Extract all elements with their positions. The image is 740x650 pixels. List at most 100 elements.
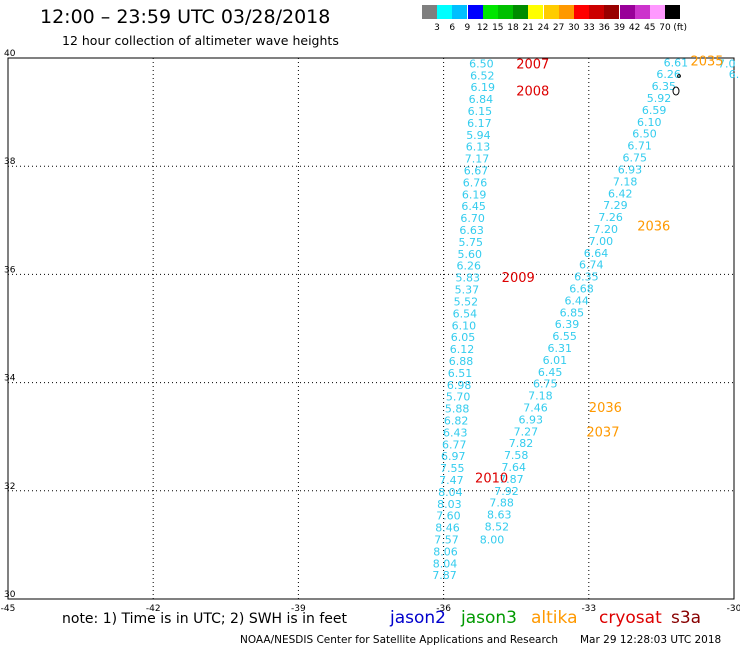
wave-height-value: 7.57 xyxy=(434,533,459,546)
colorbar-label: 30 xyxy=(568,23,580,33)
wave-height-value: 6.39 xyxy=(555,318,580,331)
wave-height-value: 6.15 xyxy=(468,105,493,118)
wave-height-value: 6.68 xyxy=(569,282,594,295)
wave-height-value: 7.20 xyxy=(593,223,618,236)
wave-height-value: 6.52 xyxy=(470,69,495,82)
wave-height-value: 6.50 xyxy=(469,57,494,70)
wave-height-value: 6.75 xyxy=(533,378,558,391)
wave-height-value: 6.77 xyxy=(442,438,467,451)
wave-height-value: 5.37 xyxy=(455,284,480,297)
wave-height-value: 6.45 xyxy=(538,366,563,379)
colorbar-label: 18 xyxy=(507,23,519,33)
colorbar-label: 21 xyxy=(522,23,534,33)
wave-height-value: 6.13 xyxy=(466,141,491,154)
satellite-legend-jason3: jason3 xyxy=(461,608,517,628)
wave-height-value: 8.46 xyxy=(435,522,460,535)
colorbar-swatch xyxy=(452,5,468,19)
wave-height-value: 7.82 xyxy=(509,437,534,450)
coastline-shape xyxy=(677,74,681,78)
wave-height-value: 6.67 xyxy=(464,165,489,178)
wave-height-value: 7.00 xyxy=(589,235,614,248)
colorbar-label: 33 xyxy=(583,23,595,33)
wave-height-value: 7.60 xyxy=(436,510,461,523)
colorbar-label: 3 xyxy=(434,23,440,33)
colorbar-label: 9 xyxy=(464,23,471,33)
wave-height-value: 6.84 xyxy=(469,93,494,106)
wave-height-value: 7.18 xyxy=(528,390,553,403)
wave-height-value: 7.46 xyxy=(523,401,548,414)
x-tick-label: -30 xyxy=(727,604,740,614)
colorbar-label: (ft) xyxy=(673,23,687,33)
wave-height-value: 6.93 xyxy=(618,163,643,176)
colorbar-swatch xyxy=(498,5,513,19)
wave-height-value: 6.10 xyxy=(637,116,662,129)
wave-height-value: 6.31 xyxy=(548,342,573,355)
wave-height-value: 7.29 xyxy=(603,199,628,212)
wave-height-value: 8.04 xyxy=(438,486,463,499)
satellite-legend-cryosat: cryosat xyxy=(599,608,662,628)
colorbar-label: 6 xyxy=(449,23,456,33)
pass-time-label: 2010 xyxy=(475,471,508,486)
wave-height-value: 6.12 xyxy=(450,343,475,356)
y-tick-label: 38 xyxy=(4,157,16,167)
note-text: note: 1) Time is in UTC; 2) SWH is in fe… xyxy=(62,611,348,627)
pass-time-label: 2009 xyxy=(502,271,535,286)
wave-height-value: 8.03 xyxy=(437,498,462,511)
wave-height-value: 6.88 xyxy=(449,355,474,368)
wave-height-value: 7.17 xyxy=(465,153,490,166)
y-tick-label: 30 xyxy=(4,590,16,600)
wave-height-value: 6.51 xyxy=(448,367,473,380)
pass-time-label: 2007 xyxy=(516,57,549,72)
wave-height-value: 6.26 xyxy=(457,260,482,273)
satellite-legend-altika: altika xyxy=(531,608,578,628)
pass-time-label: 2008 xyxy=(516,84,549,99)
wave-height-value: 6.55 xyxy=(552,330,577,343)
wave-height-value: 6.61 xyxy=(664,56,689,69)
satellite-legend-jason2: jason2 xyxy=(390,608,446,628)
colorbar-label: 27 xyxy=(552,23,565,33)
page-subtitle: 12 hour collection of altimeter wave hei… xyxy=(62,33,339,48)
wave-height-value: 6.19 xyxy=(462,188,487,201)
wave-height-value: 6. xyxy=(729,68,740,81)
colorbar-label: 24 xyxy=(537,23,550,33)
wave-height-value: 8.52 xyxy=(485,521,510,534)
wave-height-value: 8.63 xyxy=(487,509,512,522)
wave-height-value: 6.54 xyxy=(453,307,478,320)
wave-height-value: 6.44 xyxy=(564,294,589,307)
colorbar-swatch xyxy=(589,5,605,19)
wave-height-value: 5.88 xyxy=(445,403,470,416)
colorbar-swatch xyxy=(665,5,681,19)
y-tick-label: 40 xyxy=(4,49,16,59)
colorbar-swatch xyxy=(574,5,589,19)
wave-height-value: 5.83 xyxy=(456,272,481,285)
colorbar-label: 70 xyxy=(659,23,671,33)
colorbar-swatch xyxy=(513,5,529,19)
wave-height-value: 6.17 xyxy=(467,117,492,130)
wave-height-value: 6.74 xyxy=(579,259,604,272)
wave-height-value: 8.06 xyxy=(433,545,458,558)
wave-height-value: 7.55 xyxy=(440,462,465,475)
x-tick-label: -39 xyxy=(291,604,306,614)
footer-timestamp: Mar 29 12:28:03 UTC 2018 xyxy=(580,634,722,646)
wave-height-value: 5.52 xyxy=(454,295,479,308)
colorbar-label: 12 xyxy=(476,23,489,33)
pass-time-label: 2037 xyxy=(586,425,619,440)
wave-height-value: 5.94 xyxy=(466,129,491,142)
wave-height-value: 6.35 xyxy=(652,80,677,93)
wave-height-value: 8.00 xyxy=(480,533,505,546)
wave-height-value: 7.58 xyxy=(504,449,529,462)
footer-credit: NOAA/NESDIS Center for Satellite Applica… xyxy=(240,634,558,646)
colorbar-label: 15 xyxy=(492,23,504,33)
wave-height-value: 7.88 xyxy=(489,497,514,510)
y-tick-label: 34 xyxy=(4,374,16,384)
wave-height-value: 6.63 xyxy=(459,224,484,237)
colorbar-swatch xyxy=(467,5,483,19)
wave-height-value: 5.92 xyxy=(647,92,672,105)
colorbar-label: 36 xyxy=(598,23,610,33)
wave-height-value: 7.92 xyxy=(494,485,519,498)
wave-height-value: 6.05 xyxy=(451,331,476,344)
wave-height-value: 7.87 xyxy=(432,569,457,582)
wave-height-value: 6.19 xyxy=(471,81,496,94)
wave-height-value: 6.76 xyxy=(463,176,488,189)
